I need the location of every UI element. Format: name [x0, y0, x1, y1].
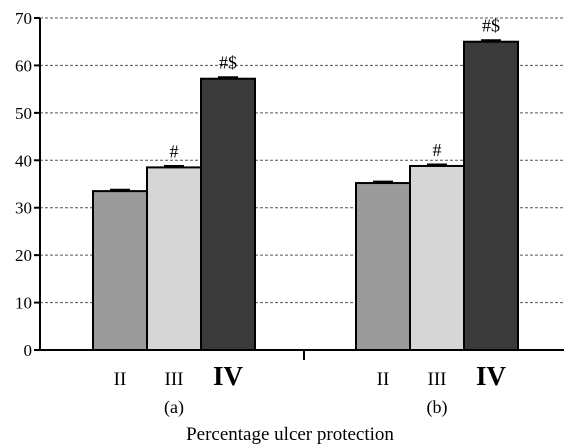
y-tick-label: 10: [15, 294, 32, 313]
y-tick-label: 60: [15, 56, 32, 75]
category-label: IV: [213, 361, 244, 391]
category-label: III: [165, 369, 184, 390]
bar: [409, 164, 465, 351]
bar: [463, 40, 519, 351]
bar: [146, 166, 202, 351]
category-label: III: [428, 369, 447, 390]
significance-label: #: [433, 140, 442, 160]
category-label: IV: [476, 361, 507, 391]
y-tick-label: 40: [15, 151, 32, 170]
significance-label: #$: [219, 53, 237, 73]
group-label: (a): [164, 397, 184, 418]
bar: [92, 190, 148, 351]
category-label: II: [114, 369, 127, 390]
x-axis-title: Percentage ulcer protection: [186, 424, 394, 445]
bar: [355, 182, 411, 351]
bar: [200, 77, 256, 352]
y-tick-label: 30: [15, 199, 32, 218]
group-label: (b): [427, 397, 448, 418]
axes: [34, 17, 564, 360]
y-tick-label: 50: [15, 104, 32, 123]
significance-label: #: [170, 141, 179, 161]
bars: [92, 39, 519, 352]
labels: 0 10 20 30 40 50 60 70 II # III #$ IV (a) II # III #$ IV (b…: [15, 9, 506, 418]
y-tick-label: 0: [24, 341, 33, 360]
y-tick-label: 20: [15, 246, 32, 265]
y-tick-label: 70: [15, 9, 32, 28]
significance-label: #$: [482, 16, 500, 36]
category-label: II: [377, 369, 390, 390]
